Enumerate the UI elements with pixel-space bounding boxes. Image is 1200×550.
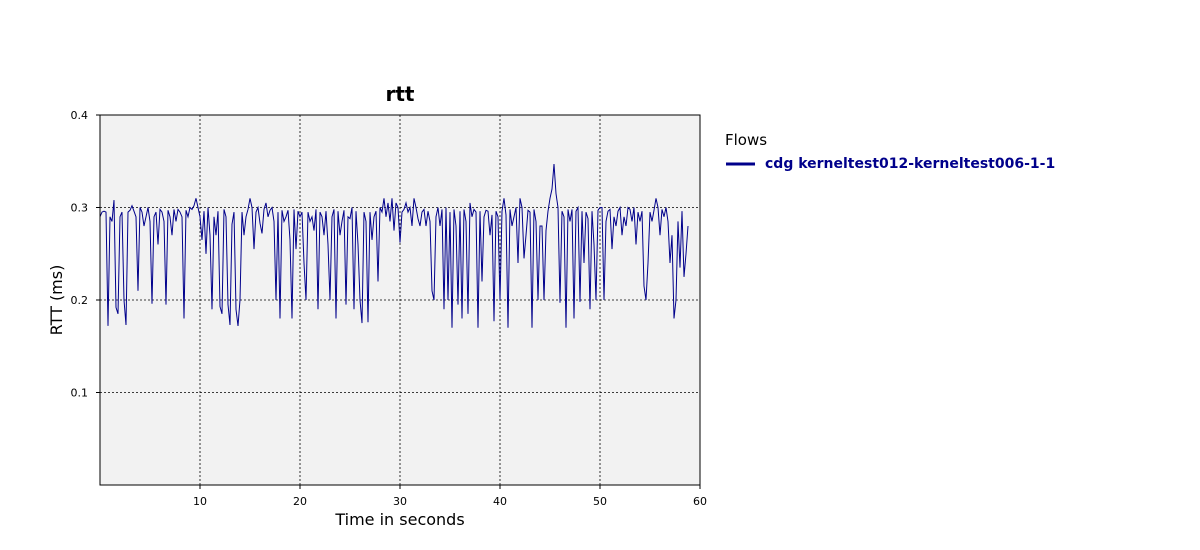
legend: Flows cdg kerneltest012-kerneltest006-1-… — [725, 131, 1055, 172]
y-tick-label: 0.2 — [71, 294, 89, 307]
x-axis-label: Time in seconds — [334, 510, 464, 529]
axis-ticks: 10 20 30 40 50 60 0.1 0.2 0.3 0.4 — [71, 109, 708, 508]
series-line — [99, 163, 689, 328]
y-axis-label: RTT (ms) — [47, 265, 66, 336]
x-tick-label: 30 — [393, 495, 407, 508]
x-tick-label: 40 — [493, 495, 507, 508]
y-tick-label: 0.3 — [71, 202, 89, 215]
x-tick-label: 20 — [293, 495, 307, 508]
legend-title: Flows — [725, 131, 767, 149]
grid-lines — [100, 115, 700, 485]
y-tick-label: 0.4 — [71, 109, 89, 122]
legend-series-label: cdg kerneltest012-kerneltest006-1-1 — [765, 156, 1055, 172]
y-tick-label: 0.1 — [71, 387, 89, 400]
x-tick-label: 50 — [593, 495, 607, 508]
x-tick-label: 10 — [193, 495, 207, 508]
chart-title: rtt — [386, 82, 415, 106]
x-tick-label: 60 — [693, 495, 707, 508]
